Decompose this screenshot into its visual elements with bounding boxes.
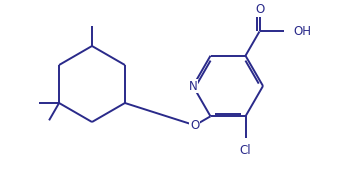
Text: Cl: Cl (240, 144, 251, 157)
Text: OH: OH (294, 25, 311, 38)
Text: O: O (255, 3, 264, 16)
Text: N: N (189, 80, 197, 93)
Text: O: O (190, 119, 200, 132)
